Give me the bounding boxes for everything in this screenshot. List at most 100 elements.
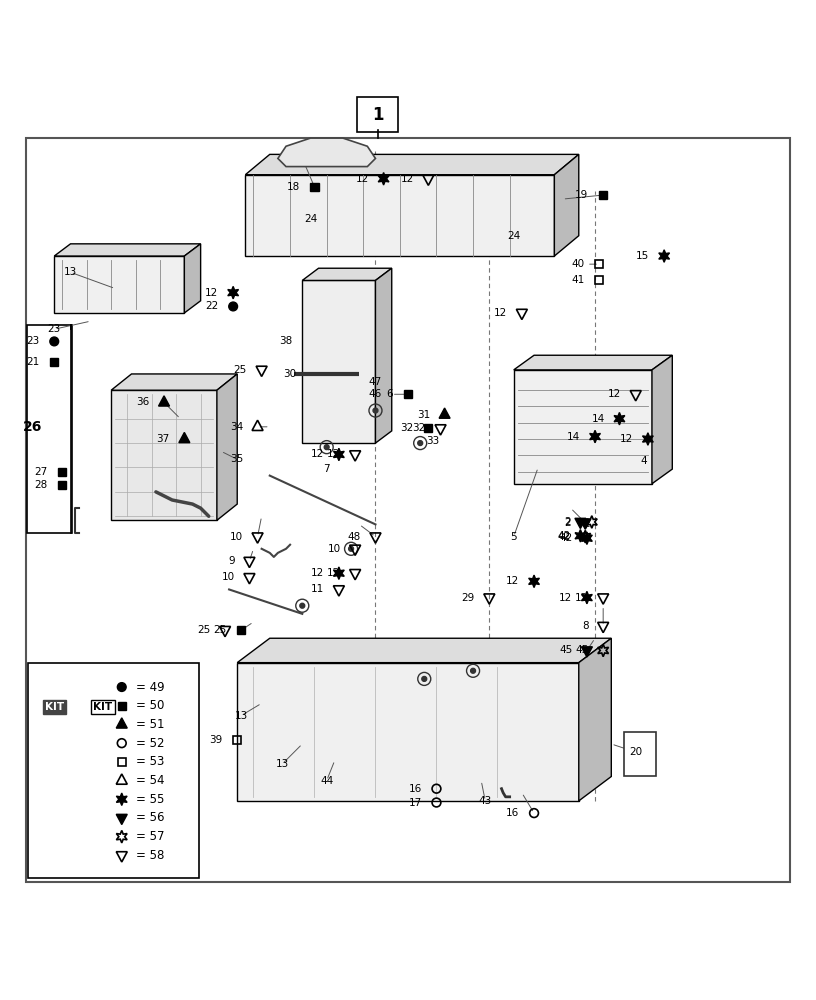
Text: 12: 12: [311, 449, 324, 459]
Polygon shape: [117, 793, 127, 805]
Text: 45: 45: [575, 645, 588, 655]
Text: 41: 41: [571, 275, 584, 285]
Text: 37: 37: [157, 434, 170, 444]
Bar: [246, 175, 554, 256]
Polygon shape: [514, 355, 672, 370]
Text: 30: 30: [283, 369, 297, 379]
Polygon shape: [652, 355, 672, 484]
Bar: [118, 758, 126, 766]
Text: 13: 13: [235, 711, 248, 721]
Text: 2: 2: [564, 517, 570, 527]
Polygon shape: [575, 530, 586, 542]
Text: = 57: = 57: [136, 830, 165, 843]
Text: 6: 6: [387, 389, 393, 399]
Polygon shape: [582, 532, 592, 544]
Text: 2: 2: [583, 519, 590, 529]
Polygon shape: [590, 430, 601, 443]
Text: 24: 24: [304, 214, 317, 224]
Text: 24: 24: [507, 231, 521, 241]
Text: KIT: KIT: [45, 702, 64, 712]
Text: 4: 4: [641, 456, 647, 466]
Text: 11: 11: [311, 584, 324, 594]
Polygon shape: [375, 268, 392, 443]
Text: = 58: = 58: [136, 849, 165, 862]
Text: 10: 10: [230, 532, 243, 542]
Circle shape: [299, 603, 304, 608]
Bar: [51, 358, 58, 366]
Text: 22: 22: [206, 301, 219, 311]
Bar: [233, 736, 242, 744]
Polygon shape: [179, 432, 190, 443]
Polygon shape: [228, 286, 238, 299]
Text: 13: 13: [275, 759, 289, 769]
Text: = 53: = 53: [136, 755, 165, 768]
Circle shape: [422, 676, 427, 681]
Bar: [310, 183, 318, 191]
Bar: [54, 256, 184, 313]
Polygon shape: [582, 591, 592, 604]
Text: 35: 35: [231, 454, 244, 464]
Text: = 55: = 55: [136, 793, 165, 806]
Bar: [59, 481, 66, 489]
Polygon shape: [575, 518, 586, 529]
Polygon shape: [439, 408, 450, 418]
Text: 12: 12: [559, 593, 572, 603]
Circle shape: [471, 668, 476, 673]
Polygon shape: [116, 718, 127, 728]
Polygon shape: [116, 814, 127, 825]
Text: = 56: = 56: [136, 811, 165, 824]
Bar: [59, 468, 66, 476]
Text: 12: 12: [327, 568, 340, 578]
Text: 31: 31: [417, 410, 430, 420]
Text: 47: 47: [369, 377, 382, 387]
Text: KIT: KIT: [94, 702, 113, 712]
Text: 44: 44: [320, 776, 333, 786]
Polygon shape: [582, 647, 592, 657]
Text: 46: 46: [369, 389, 382, 399]
Bar: [404, 390, 412, 398]
Text: 25: 25: [233, 365, 247, 375]
Text: = 50: = 50: [136, 699, 165, 712]
Text: 10: 10: [222, 572, 235, 582]
Text: 12: 12: [494, 308, 508, 318]
Circle shape: [418, 441, 423, 446]
Polygon shape: [554, 154, 579, 256]
Text: 2: 2: [564, 518, 570, 528]
Bar: [623, 732, 656, 776]
Polygon shape: [278, 138, 375, 167]
Text: 12: 12: [575, 593, 588, 603]
Text: 42: 42: [557, 532, 570, 542]
Bar: [111, 390, 217, 520]
Text: = 51: = 51: [136, 718, 165, 731]
Text: 45: 45: [559, 645, 572, 655]
Polygon shape: [614, 412, 625, 425]
Text: = 49: = 49: [136, 681, 165, 694]
Text: 9: 9: [228, 556, 235, 566]
Polygon shape: [579, 638, 611, 801]
Text: = 52: = 52: [136, 737, 165, 750]
Text: 26: 26: [23, 420, 42, 434]
Text: 1: 1: [372, 106, 384, 124]
Bar: [514, 370, 652, 484]
Text: 34: 34: [229, 422, 243, 432]
Text: 19: 19: [575, 190, 588, 200]
Text: 38: 38: [279, 336, 293, 346]
Text: 20: 20: [629, 747, 642, 757]
Text: 10: 10: [327, 544, 340, 554]
Text: 16: 16: [409, 784, 422, 794]
Polygon shape: [642, 433, 654, 445]
Text: 32: 32: [401, 423, 414, 433]
Text: 12: 12: [608, 389, 621, 399]
Text: 43: 43: [479, 796, 492, 806]
Text: 13: 13: [64, 267, 78, 277]
Text: 32: 32: [413, 423, 426, 433]
Text: 23: 23: [26, 336, 40, 346]
Polygon shape: [111, 374, 237, 390]
Text: 16: 16: [506, 808, 520, 818]
Text: 25: 25: [197, 625, 211, 635]
Text: 21: 21: [26, 357, 40, 367]
Circle shape: [373, 408, 378, 413]
Text: 14: 14: [592, 414, 605, 424]
Text: 48: 48: [348, 532, 361, 542]
Polygon shape: [334, 448, 344, 461]
